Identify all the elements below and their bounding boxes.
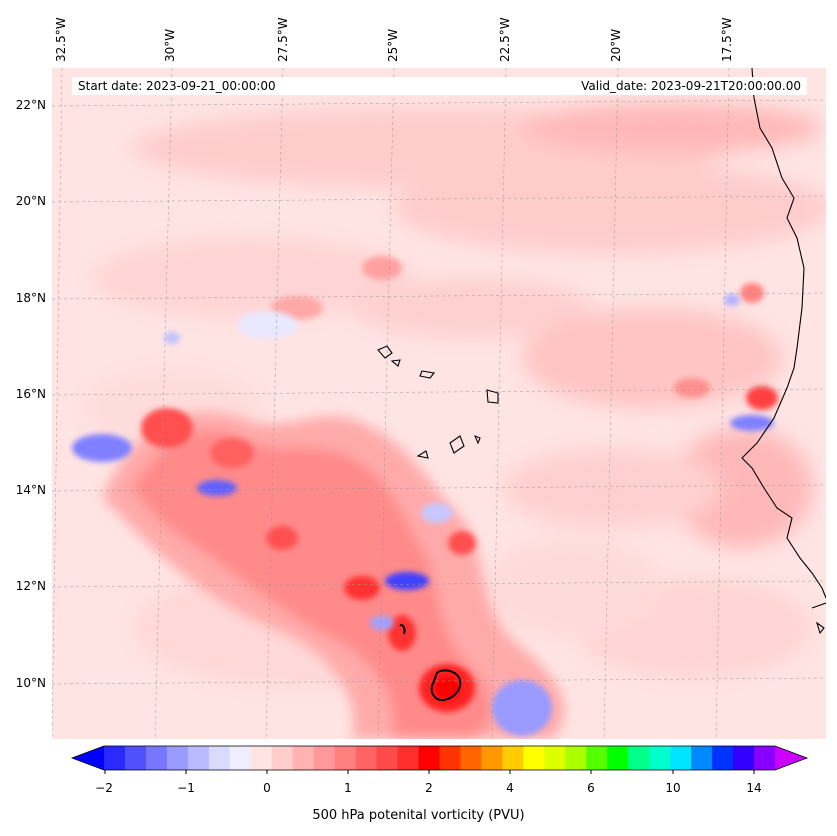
coastline [741,68,826,635]
date-banner: Start date: 2023-09-21_00:00:00 Valid_da… [72,77,807,95]
colorbar-segment [523,746,545,770]
colorbar-segment [712,746,734,770]
colorbar-segment [250,746,273,770]
cape-verde-islands [377,345,499,459]
colorbar-segment [607,746,629,770]
colorbar-segment [271,746,294,770]
potential-vorticity-map [52,68,826,739]
colorbar-segment [104,746,126,770]
colorbar-segment [460,746,483,770]
colorbar-segment [145,746,168,770]
colorbar-segment [502,746,524,770]
pv-contour-lines [399,624,462,702]
pv-negative-areas [72,294,774,736]
colorbar-segment [187,746,210,770]
colorbar-segment [124,746,147,770]
colorbar-segment [208,746,231,770]
colorbar-segment [166,746,189,770]
start-date-label: Start date: 2023-09-21_00:00:00 [78,79,276,93]
colorbar-segment [334,746,357,770]
colorbar-tick--1: −1 [177,781,195,795]
colorbar-segment [355,746,378,770]
colorbar-segment [565,746,587,770]
colorbar-segment [754,746,776,770]
colorbar-segment [649,746,671,770]
colorbar-extend-max [775,746,807,770]
colorbar-segment [733,746,755,770]
colorbar-tick-4: 4 [506,781,514,795]
graticule [52,68,826,739]
colorbar-tick-1: 1 [344,781,352,795]
pv-light-field [82,103,826,688]
colorbar-segment [397,746,420,770]
colorbar-segment [586,746,608,770]
colorbar-label: 500 hPa potenital vorticity (PVU) [312,808,525,823]
colorbar-segment [439,746,462,770]
colorbar-segment [229,746,252,770]
colorbar-tick-10: 10 [665,781,681,795]
colorbar-segment [418,746,441,770]
colorbar-tick-2: 2 [425,781,433,795]
colorbar-segment [670,746,692,770]
colorbar-segment [691,746,713,770]
valid-date-label: Valid_date: 2023-09-21T20:00:00.00 [581,79,801,93]
colorbar [70,745,809,774]
colorbar-segment [628,746,650,770]
colorbar-tick-6: 6 [587,781,595,795]
colorbar-tick-14: 14 [746,781,762,795]
colorbar-tick--2: −2 [95,781,113,795]
colorbar-outline [70,745,809,771]
colorbar-extend-min [72,746,104,770]
colorbar-segment [313,746,336,770]
colorbar-segment [544,746,566,770]
colorbar-segment [376,746,399,770]
colorbar-segment [481,746,504,770]
colorbar-tick-0: 0 [263,781,271,795]
colorbar-segment [292,746,315,770]
